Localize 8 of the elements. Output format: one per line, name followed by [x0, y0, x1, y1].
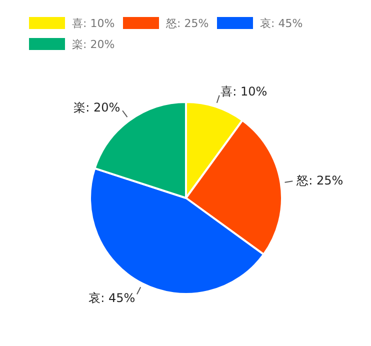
legend-label: 喜: 10%	[72, 17, 115, 30]
slice-label: 喜: 10%	[220, 84, 268, 98]
slice-label: 哀: 45%	[88, 290, 136, 305]
slice-label: 怒: 25%	[296, 173, 344, 188]
legend-label: 哀: 45%	[260, 17, 303, 30]
legend-label: 怒: 25%	[165, 17, 209, 30]
slice-label: 楽: 20%	[74, 100, 120, 114]
legend-label: 楽: 20%	[72, 38, 115, 51]
